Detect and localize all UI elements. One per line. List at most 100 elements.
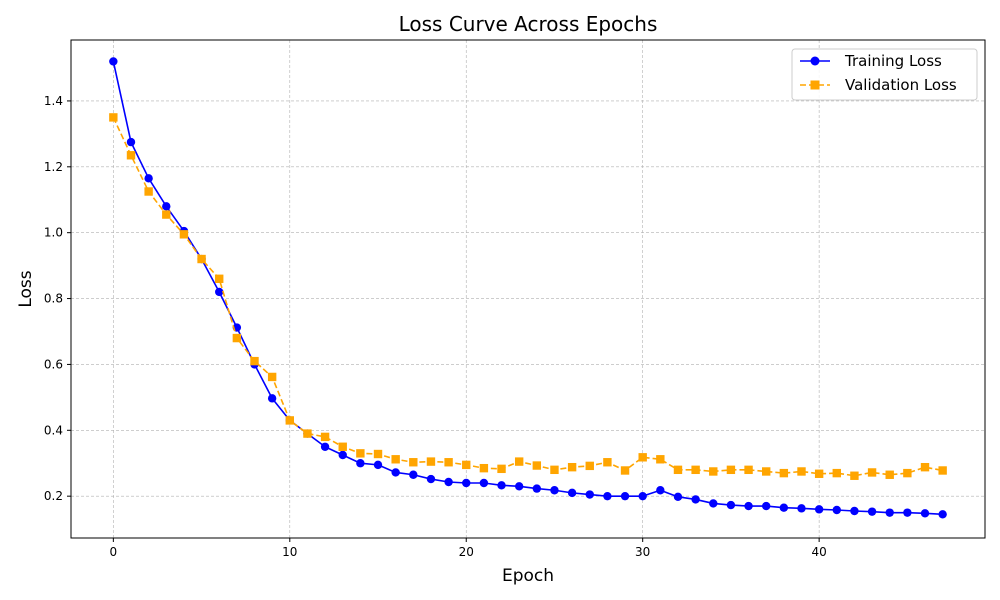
data-point-validation-loss bbox=[303, 429, 312, 438]
data-point-training-loss bbox=[885, 508, 894, 517]
data-point-validation-loss bbox=[832, 468, 841, 478]
data-point-validation-loss bbox=[903, 468, 912, 478]
y-tick-label: 0.2 bbox=[44, 489, 63, 503]
legend-marker-validation bbox=[810, 80, 820, 90]
legend: Training Loss Validation Loss bbox=[791, 48, 978, 101]
plot-frame bbox=[70, 39, 986, 539]
y-tick-label: 1.2 bbox=[44, 160, 63, 174]
x-tick-label: 30 bbox=[635, 545, 650, 559]
data-point-validation-loss bbox=[162, 210, 171, 219]
series-layer bbox=[109, 57, 947, 519]
x-tick-label: 40 bbox=[811, 545, 826, 559]
data-point-validation-loss bbox=[462, 460, 471, 470]
data-point-validation-loss bbox=[762, 467, 771, 476]
data-point-training-loss bbox=[603, 491, 612, 501]
data-point-validation-loss bbox=[179, 230, 189, 239]
data-point-validation-loss bbox=[550, 465, 559, 475]
data-point-validation-loss bbox=[638, 453, 647, 462]
x-axis-label: Epoch bbox=[502, 566, 554, 586]
data-point-validation-loss bbox=[356, 449, 365, 458]
data-point-validation-loss bbox=[920, 462, 930, 472]
data-point-training-loss bbox=[532, 484, 542, 493]
data-point-validation-loss bbox=[426, 457, 436, 466]
data-point-training-loss bbox=[814, 505, 824, 514]
data-point-validation-loss bbox=[567, 462, 577, 472]
data-point-training-loss bbox=[109, 57, 118, 66]
data-point-training-loss bbox=[850, 506, 859, 516]
data-point-training-loss bbox=[144, 174, 153, 183]
data-point-validation-loss bbox=[514, 457, 524, 466]
data-point-training-loss bbox=[320, 442, 330, 451]
data-point-validation-loss bbox=[885, 470, 894, 479]
data-point-validation-loss bbox=[744, 465, 753, 475]
legend-marker-training bbox=[810, 56, 820, 66]
data-point-validation-loss bbox=[797, 467, 806, 476]
data-point-validation-loss bbox=[709, 467, 718, 476]
data-point-validation-loss bbox=[867, 468, 877, 477]
legend-label-validation: Validation Loss bbox=[845, 76, 957, 94]
x-tick-label: 10 bbox=[282, 545, 297, 559]
data-point-validation-loss bbox=[585, 461, 594, 471]
data-point-training-loss bbox=[444, 477, 453, 487]
data-point-training-loss bbox=[338, 450, 347, 460]
data-point-training-loss bbox=[726, 500, 736, 510]
y-tick-label: 1.4 bbox=[44, 94, 63, 108]
data-point-training-loss bbox=[938, 510, 947, 519]
data-point-training-loss bbox=[391, 468, 400, 477]
legend-label-training: Training Loss bbox=[844, 52, 942, 70]
y-tick-label: 1.0 bbox=[44, 226, 63, 240]
data-point-validation-loss bbox=[497, 464, 506, 474]
data-point-training-loss bbox=[867, 507, 877, 516]
data-point-validation-loss bbox=[250, 356, 259, 366]
data-point-training-loss bbox=[832, 505, 841, 515]
data-point-training-loss bbox=[779, 503, 789, 512]
data-point-training-loss bbox=[479, 478, 489, 488]
data-point-training-loss bbox=[585, 490, 594, 499]
data-point-training-loss bbox=[762, 501, 771, 511]
data-point-validation-loss bbox=[109, 113, 118, 122]
data-point-validation-loss bbox=[938, 466, 947, 475]
data-point-validation-loss bbox=[320, 432, 330, 442]
data-point-validation-loss bbox=[197, 254, 206, 264]
data-point-validation-loss bbox=[673, 465, 683, 475]
data-point-validation-loss bbox=[603, 458, 612, 467]
data-point-validation-loss bbox=[391, 455, 400, 464]
y-tick-label: 0.8 bbox=[44, 292, 63, 306]
data-point-training-loss bbox=[162, 202, 171, 211]
data-point-training-loss bbox=[638, 491, 647, 501]
data-point-training-loss bbox=[620, 491, 630, 501]
data-point-training-loss bbox=[462, 478, 471, 488]
data-point-validation-loss bbox=[144, 187, 153, 196]
data-point-training-loss bbox=[126, 137, 136, 147]
data-point-validation-loss bbox=[267, 372, 277, 382]
data-point-validation-loss bbox=[620, 466, 630, 475]
data-point-validation-loss bbox=[373, 449, 383, 459]
data-point-validation-loss bbox=[338, 442, 347, 451]
data-point-training-loss bbox=[497, 481, 506, 490]
data-point-validation-loss bbox=[444, 458, 453, 467]
data-point-training-loss bbox=[903, 508, 912, 517]
data-point-training-loss bbox=[426, 474, 436, 484]
data-point-training-loss bbox=[409, 470, 418, 479]
data-point-validation-loss bbox=[726, 465, 736, 475]
x-tick-label: 0 bbox=[110, 545, 118, 559]
x-tick-label: 20 bbox=[459, 545, 474, 559]
data-point-training-loss bbox=[373, 460, 383, 470]
data-point-training-loss bbox=[709, 499, 718, 508]
y-tick-label: 0.6 bbox=[44, 357, 63, 371]
data-point-validation-loss bbox=[532, 461, 542, 470]
legend-box bbox=[791, 48, 978, 101]
data-point-training-loss bbox=[656, 486, 665, 495]
data-point-validation-loss bbox=[479, 463, 489, 473]
data-point-validation-loss bbox=[850, 471, 859, 480]
data-point-validation-loss bbox=[285, 416, 294, 425]
data-point-validation-loss bbox=[779, 468, 789, 478]
y-axis-label: Loss bbox=[16, 270, 36, 307]
data-point-validation-loss bbox=[656, 455, 665, 464]
data-point-training-loss bbox=[673, 492, 683, 502]
data-point-training-loss bbox=[691, 495, 700, 504]
data-point-validation-loss bbox=[691, 465, 700, 475]
y-tick-label: 0.4 bbox=[44, 423, 63, 437]
data-point-training-loss bbox=[920, 509, 930, 518]
